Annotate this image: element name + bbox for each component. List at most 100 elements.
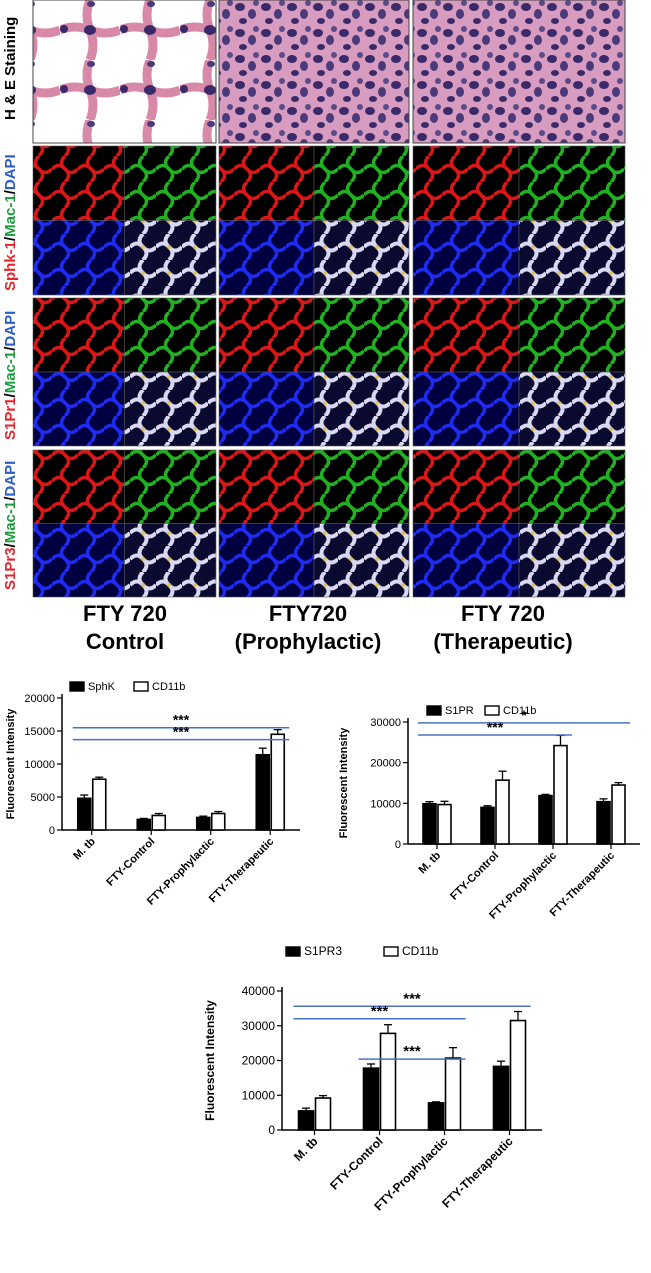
chart-s1pr: 0 10000 20000 30000 Fluorescent Intensity M. … bbox=[338, 705, 640, 922]
x-tick-label: M. tb bbox=[416, 849, 443, 876]
merge-channel-tile bbox=[313, 220, 410, 296]
significance-label: *** bbox=[487, 719, 504, 735]
svg-text:CD11b: CD11b bbox=[152, 681, 185, 693]
error-bar bbox=[440, 800, 449, 805]
green-channel-tile bbox=[313, 297, 410, 373]
y-tick-label: 40000 bbox=[242, 984, 276, 998]
red-channel-tile bbox=[32, 449, 125, 524]
row-label-s1pr1: S1Pr1/Mac-1/DAPI bbox=[2, 310, 19, 440]
red-channel-tile bbox=[412, 297, 520, 373]
legend-item-cd11b: CD11b bbox=[484, 705, 536, 717]
error-bar bbox=[199, 815, 208, 818]
group-caption-prophylactic: FTY720 (Prophylactic) bbox=[234, 601, 382, 654]
svg-text:CD11b: CD11b bbox=[402, 944, 439, 958]
blue-channel-tile bbox=[32, 371, 125, 447]
bar-cd11b-2 bbox=[444, 1057, 462, 1131]
x-tick-label: FTY-Therapeutic bbox=[439, 1134, 516, 1211]
merge-channel-tile bbox=[313, 523, 410, 598]
error-bar bbox=[258, 747, 267, 755]
error-bar bbox=[214, 810, 223, 814]
green-channel-tile bbox=[124, 449, 217, 524]
error-bar bbox=[483, 805, 492, 808]
chart-sphk: 0 5000 10000 15000 20000 Fluorescent Intensit… bbox=[5, 681, 300, 908]
red-channel-tile bbox=[218, 145, 315, 221]
error-bar bbox=[498, 770, 507, 781]
merge-channel-tile bbox=[124, 220, 217, 296]
green-channel-tile bbox=[518, 297, 626, 373]
significance-label: *** bbox=[173, 724, 190, 740]
merge-channel-tile bbox=[313, 371, 410, 447]
blue-channel-tile bbox=[218, 220, 315, 296]
green-channel-tile bbox=[124, 297, 217, 373]
legend-item-cd11b: CD11b bbox=[383, 944, 439, 958]
legend-item-sphk: SphK bbox=[69, 681, 116, 693]
bar-sphk-3 bbox=[255, 753, 271, 831]
error-bar bbox=[514, 1010, 522, 1021]
y-axis-label: Fluorescent Intensity bbox=[5, 708, 17, 820]
svg-text:S1PR: S1PR bbox=[445, 705, 474, 717]
error-bar bbox=[599, 798, 608, 802]
chart-s1pr3: 0 10000 20000 30000 40000 Fluorescent Intensi… bbox=[203, 944, 542, 1213]
red-channel-tile bbox=[218, 449, 315, 524]
merge-channel-tile bbox=[518, 220, 626, 296]
error-bar bbox=[614, 781, 623, 786]
green-channel-tile bbox=[313, 449, 410, 524]
blue-channel-tile bbox=[412, 371, 520, 447]
blue-channel-tile bbox=[32, 220, 125, 296]
blue-channel-tile bbox=[412, 523, 520, 598]
bar-cd11b-3 bbox=[270, 733, 286, 831]
x-tick-label: FTY-Control bbox=[448, 850, 501, 903]
error-bar bbox=[541, 793, 550, 796]
bar-s1pr-3 bbox=[596, 800, 611, 845]
error-bar bbox=[367, 1063, 375, 1069]
green-channel-tile bbox=[124, 145, 217, 221]
red-channel-tile bbox=[412, 449, 520, 524]
y-tick-label: 10000 bbox=[242, 1088, 276, 1102]
bar-cd11b-1 bbox=[151, 814, 167, 831]
bar-s1pr-0 bbox=[422, 802, 437, 845]
bar-cd11b-3 bbox=[509, 1019, 527, 1131]
y-axis-label: Fluorescent Intensity bbox=[203, 1000, 217, 1121]
svg-text:S1PR3: S1PR3 bbox=[304, 944, 342, 958]
error-bar bbox=[302, 1107, 310, 1111]
y-tick-label: 30000 bbox=[242, 1019, 276, 1033]
y-tick-label: 0 bbox=[49, 825, 55, 837]
bar-cd11b-3 bbox=[611, 784, 626, 845]
y-tick-label: 0 bbox=[395, 839, 401, 851]
significance-label: *** bbox=[403, 990, 421, 1007]
bar-cd11b-1 bbox=[379, 1032, 397, 1131]
significance-label: *** bbox=[173, 712, 190, 728]
error-bar bbox=[319, 1094, 327, 1099]
significance-label: * bbox=[521, 707, 527, 723]
legend-item-s1pr: S1PR bbox=[426, 705, 474, 717]
green-channel-tile bbox=[313, 145, 410, 221]
bar-cd11b-0 bbox=[437, 803, 452, 845]
merge-channel-tile bbox=[518, 371, 626, 447]
he-tile-3 bbox=[412, 0, 626, 144]
error-bar bbox=[273, 729, 282, 735]
error-bar bbox=[432, 1101, 440, 1103]
x-tick-label: FTY-Control bbox=[327, 1134, 385, 1192]
bar-sphk-0 bbox=[76, 797, 92, 831]
bar-cd11b-2 bbox=[553, 744, 568, 845]
y-tick-label: 20000 bbox=[242, 1054, 276, 1068]
group-caption-therapeutic: FTY 720 (Therapeutic) bbox=[433, 601, 573, 654]
x-tick-label: M. tb bbox=[71, 835, 98, 862]
x-tick-label: FTY-Control bbox=[104, 836, 157, 889]
he-tile-2 bbox=[218, 0, 410, 144]
y-tick-label: 30000 bbox=[370, 717, 401, 729]
red-channel-tile bbox=[218, 297, 315, 373]
bar-cd11b-2 bbox=[210, 812, 226, 831]
error-bar bbox=[95, 776, 104, 780]
svg-text:CD11b: CD11b bbox=[503, 705, 536, 717]
y-tick-label: 10000 bbox=[370, 798, 401, 810]
red-channel-tile bbox=[32, 297, 125, 373]
y-tick-label: 15000 bbox=[24, 726, 55, 738]
merge-channel-tile bbox=[518, 523, 626, 598]
blue-channel-tile bbox=[218, 523, 315, 598]
he-tile-1 bbox=[32, 0, 217, 144]
bar-s1pr3-3 bbox=[492, 1065, 510, 1131]
bar-s1pr-1 bbox=[480, 806, 495, 845]
legend-item-cd11b: CD11b bbox=[133, 681, 185, 693]
